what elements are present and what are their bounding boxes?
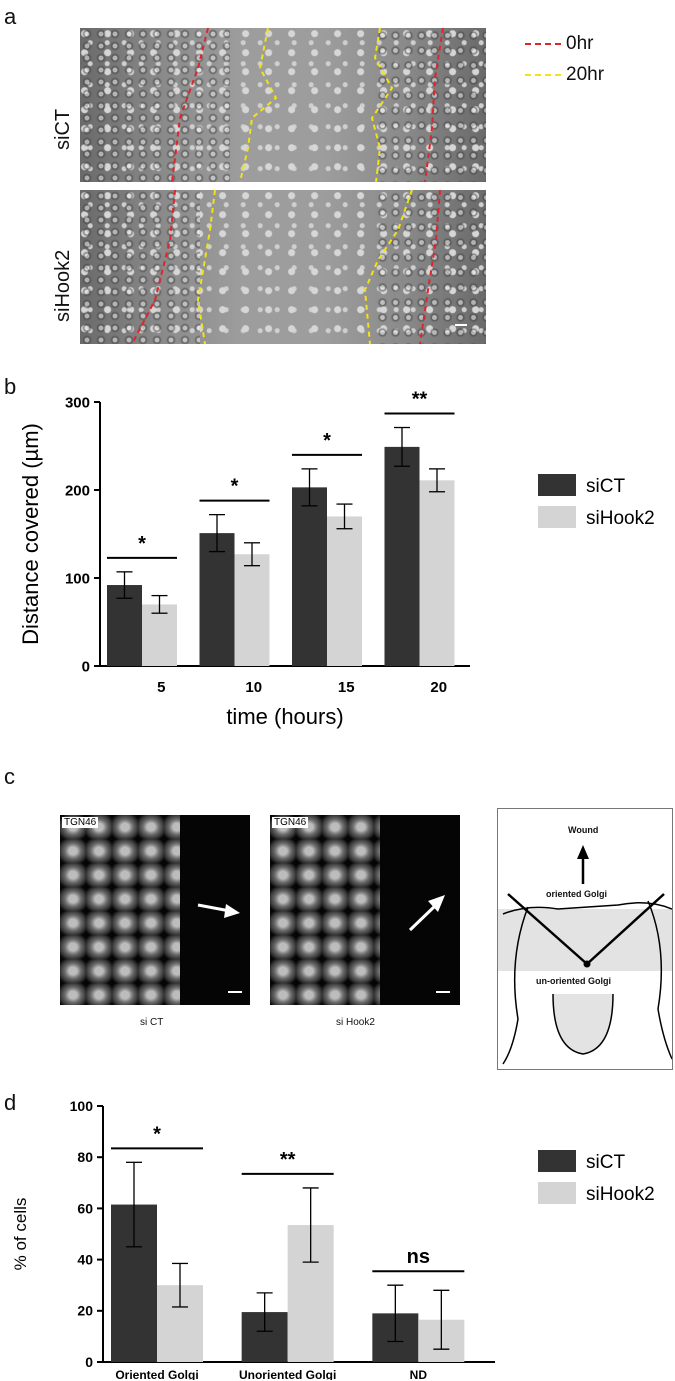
distance-chart: 0 100 200 300 Distance covered (µm) time (hou… bbox=[18, 389, 655, 729]
image-caption-sict: si CT bbox=[140, 1017, 164, 1028]
legend-label-sict: siCT bbox=[586, 1152, 625, 1173]
scale-bar bbox=[228, 991, 242, 993]
y-tick-label: 0 bbox=[85, 1354, 93, 1370]
legend-label-sihook2: siHook2 bbox=[586, 508, 655, 529]
golgi-orientation-schematic: Wound oriented Golgi un-oriented Golgi bbox=[497, 808, 673, 1070]
stain-tag: TGN46 bbox=[272, 817, 309, 828]
legend-swatch-sihook2 bbox=[538, 1182, 576, 1204]
scratch-image-sihook2 bbox=[80, 190, 486, 344]
bar-sict bbox=[292, 487, 327, 666]
scratch-image-sict bbox=[80, 28, 486, 182]
y-tick-label: 60 bbox=[77, 1200, 93, 1216]
y-tick-label: 80 bbox=[77, 1149, 93, 1165]
x-tick-label: Oriented Golgi bbox=[115, 1368, 198, 1380]
significance-marker: ** bbox=[412, 389, 428, 411]
x-tick-label: 10 bbox=[245, 679, 262, 696]
panel-b-letter: b bbox=[4, 374, 17, 399]
legend-swatch-sihook2 bbox=[538, 506, 576, 528]
bar-sihook2 bbox=[327, 516, 362, 666]
bar-sihook2 bbox=[142, 604, 177, 666]
panel-c-letter: c bbox=[4, 764, 15, 789]
schematic-label-oriented: oriented Golgi bbox=[546, 889, 608, 899]
x-tick-label: 5 bbox=[157, 679, 165, 696]
bar-sict bbox=[199, 533, 235, 666]
legend-label-sihook2: siHook2 bbox=[586, 1184, 655, 1205]
scratch-legend bbox=[525, 43, 562, 76]
legend-label-sict: siCT bbox=[586, 476, 625, 497]
panel-a-letter: a bbox=[4, 4, 17, 29]
y-tick-label: 40 bbox=[77, 1252, 93, 1268]
stain-tag: TGN46 bbox=[62, 817, 99, 828]
y-tick-label: 100 bbox=[70, 1098, 94, 1114]
y-axis-label: Distance covered (µm) bbox=[18, 423, 43, 645]
image-caption-sihook2: si Hook2 bbox=[336, 1017, 375, 1028]
row-label-sict: siCT bbox=[52, 108, 74, 150]
scale-bar bbox=[436, 991, 450, 993]
legend-swatch-sict bbox=[538, 474, 576, 496]
row-label-sihook2: siHook2 bbox=[52, 249, 74, 322]
significance-marker: ns bbox=[407, 1246, 430, 1268]
y-tick-label: 300 bbox=[65, 394, 90, 411]
legend-label-20hr: 20hr bbox=[566, 64, 605, 85]
panel-d-letter: d bbox=[4, 1090, 17, 1115]
significance-marker: * bbox=[153, 1123, 161, 1145]
y-axis-label: % of cells bbox=[11, 1198, 30, 1271]
x-tick-label: 15 bbox=[338, 679, 355, 696]
y-tick-label: 100 bbox=[65, 570, 90, 587]
y-tick-label: 20 bbox=[77, 1303, 93, 1319]
legend-label-0hr: 0hr bbox=[566, 33, 594, 54]
bar-sihook2 bbox=[234, 554, 270, 666]
bar-sict bbox=[384, 446, 420, 666]
schematic-label-unoriented: un-oriented Golgi bbox=[536, 976, 611, 986]
significance-marker: * bbox=[231, 476, 239, 498]
fluorescence-image-sihook2: TGN46 bbox=[270, 815, 460, 1005]
significance-marker: * bbox=[323, 430, 331, 452]
golgi-orientation-chart: 0 20 40 60 80 100 % of cells Oriented Golgi * Uno… bbox=[11, 1098, 655, 1380]
fluorescence-image-sict: TGN46 bbox=[60, 815, 250, 1005]
x-tick-label: ND bbox=[410, 1368, 428, 1380]
y-tick-label: 0 bbox=[82, 658, 90, 675]
legend-swatch-sict bbox=[538, 1150, 576, 1172]
y-tick-label: 200 bbox=[65, 482, 90, 499]
x-axis-label: time (hours) bbox=[226, 704, 343, 729]
significance-marker: * bbox=[138, 533, 146, 555]
x-tick-label: Unoriented Golgi bbox=[239, 1368, 336, 1380]
significance-marker: ** bbox=[280, 1149, 296, 1171]
bar-sihook2 bbox=[419, 480, 455, 666]
x-tick-label: 20 bbox=[430, 679, 447, 696]
schematic-label-wound: Wound bbox=[568, 825, 599, 835]
